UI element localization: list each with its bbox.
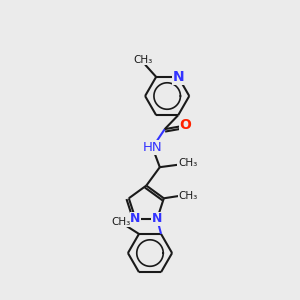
- Text: CH₃: CH₃: [133, 55, 152, 65]
- Text: O: O: [180, 118, 191, 133]
- Text: CH₃: CH₃: [179, 191, 198, 201]
- Text: CH₃: CH₃: [111, 217, 130, 227]
- Text: N: N: [130, 212, 141, 225]
- Text: N: N: [172, 70, 184, 84]
- Text: HN: HN: [142, 141, 162, 154]
- Text: N: N: [152, 212, 162, 225]
- Text: CH₃: CH₃: [178, 158, 197, 169]
